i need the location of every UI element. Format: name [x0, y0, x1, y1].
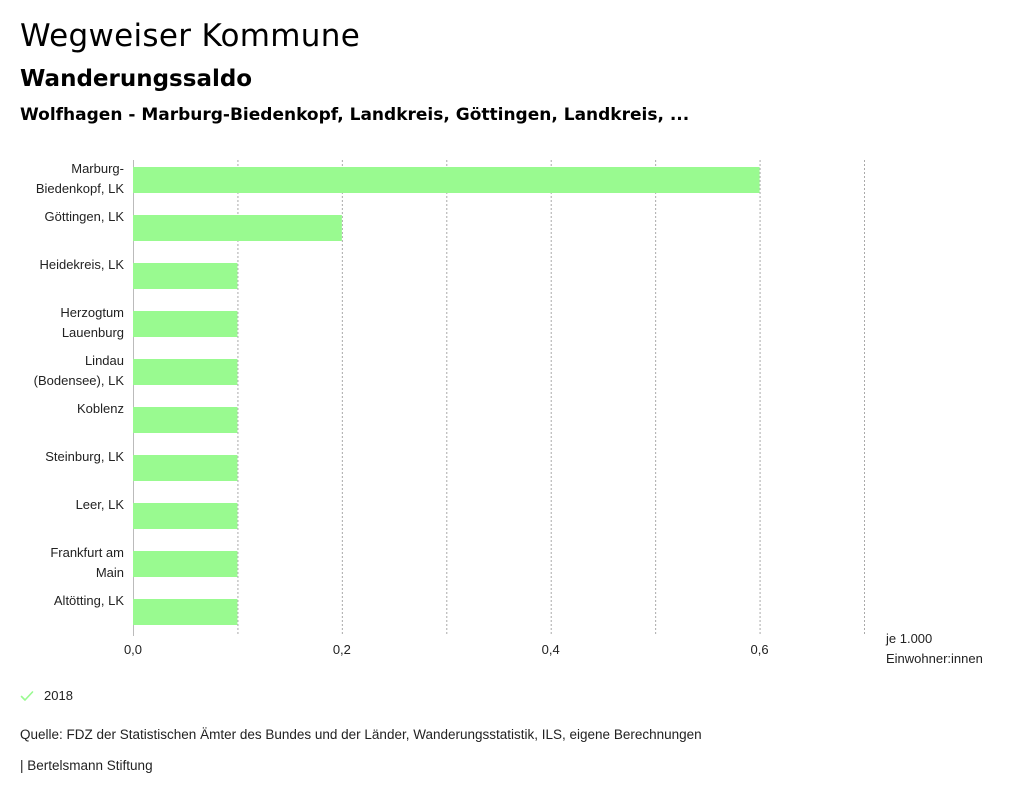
bar[interactable] [133, 215, 342, 241]
bar[interactable] [133, 359, 238, 385]
bar-layer [133, 167, 760, 625]
category-label: Altötting, LK [54, 593, 124, 608]
bar[interactable] [133, 503, 238, 529]
category-label: Lindau (Bodensee), LK [34, 353, 125, 388]
bar[interactable] [133, 599, 238, 625]
source-note: Quelle: FDZ der Statistischen Ämter des … [20, 727, 702, 742]
x-axis-unit-label: je 1.000 Einwohner:innen [885, 631, 983, 666]
x-axis-tick-labels: 0,0 0,2 0,4 0,6 [124, 642, 769, 657]
bar[interactable] [133, 311, 238, 337]
footer-credit: | Bertelsmann Stiftung [20, 758, 153, 773]
category-labels: Marburg-Biedenkopf, LK Göttingen, LK Heide… [34, 161, 125, 608]
category-label: Koblenz [77, 401, 124, 416]
bar[interactable] [133, 167, 760, 193]
category-label: Göttingen, LK [45, 209, 125, 224]
category-label: Frankfurt am Main [50, 545, 124, 580]
x-tick-label: 0,6 [751, 642, 769, 657]
bar[interactable] [133, 551, 238, 577]
chart-subtitle: Wanderungssaldo [20, 66, 253, 92]
category-label: Herzogtum Lauenburg [60, 305, 124, 340]
category-label: Leer, LK [76, 497, 125, 512]
x-axis-unit: je 1.000 Einwohner:innen [885, 631, 983, 666]
bar[interactable] [133, 455, 238, 481]
bar[interactable] [133, 407, 238, 433]
chart-region-title: Wolfhagen - Marburg-Biedenkopf, Landkrei… [20, 105, 690, 125]
bar-chart: Marburg-Biedenkopf, LK Göttingen, LK Heide… [34, 160, 983, 666]
category-label: Heidekreis, LK [39, 257, 124, 272]
legend[interactable]: 2018 [20, 688, 73, 703]
x-tick-label: 0,4 [542, 642, 560, 657]
page-title: Wegweiser Kommune [20, 18, 361, 54]
legend-check-icon [20, 690, 34, 701]
bar[interactable] [133, 263, 238, 289]
legend-label: 2018 [44, 688, 73, 703]
x-tick-label: 0,2 [333, 642, 351, 657]
category-label: Steinburg, LK [45, 449, 124, 464]
category-label: Marburg-Biedenkopf, LK [36, 161, 125, 196]
x-tick-label: 0,0 [124, 642, 142, 657]
